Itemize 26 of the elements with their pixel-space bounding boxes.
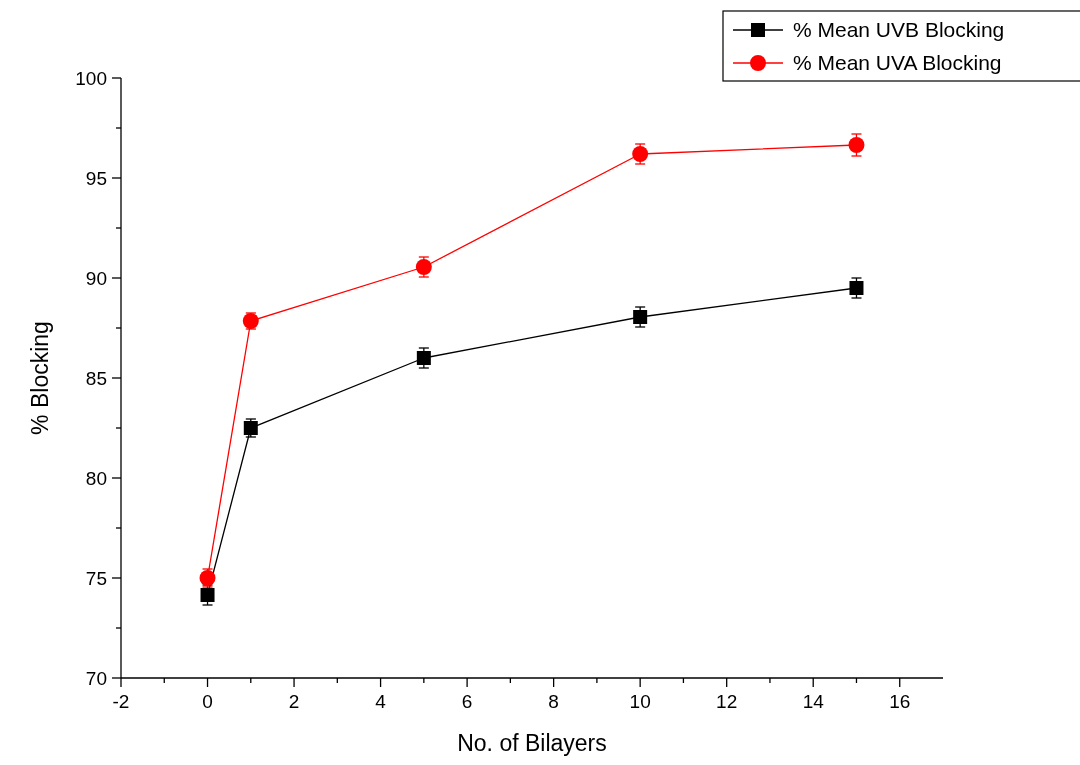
- point: [633, 310, 648, 324]
- x-tick-label: 0: [202, 691, 213, 712]
- y-tick-label: 100: [75, 68, 107, 89]
- x-tick-label: 6: [461, 691, 473, 712]
- y-tick-label: 90: [85, 268, 107, 289]
- point: [848, 137, 865, 153]
- x-tick-label: 10: [629, 691, 651, 712]
- y-tick-label: 75: [85, 568, 107, 589]
- point: [416, 351, 431, 365]
- point: [849, 281, 864, 295]
- x-tick-label: 16: [889, 691, 911, 712]
- legend-label: % Mean UVA Blocking: [793, 51, 1002, 74]
- legend-label: % Mean UVB Blocking: [793, 18, 1005, 41]
- x-tick-label: 14: [802, 691, 825, 712]
- x-tick-label: 8: [548, 691, 559, 712]
- x-axis-title: No. of Bilayers: [457, 730, 607, 756]
- y-axis-title: % Blocking: [27, 321, 53, 435]
- y-tick-label: 95: [85, 168, 107, 189]
- y-tick-label: 80: [85, 468, 107, 489]
- y-tick-label: 70: [85, 668, 107, 689]
- x-tick-label: 12: [716, 691, 738, 712]
- x-tick-label: 2: [288, 691, 300, 712]
- y-tick-label: 85: [85, 368, 107, 389]
- x-tick-label: -2: [112, 691, 130, 712]
- x-tick-label: 4: [375, 691, 387, 712]
- point: [200, 588, 215, 602]
